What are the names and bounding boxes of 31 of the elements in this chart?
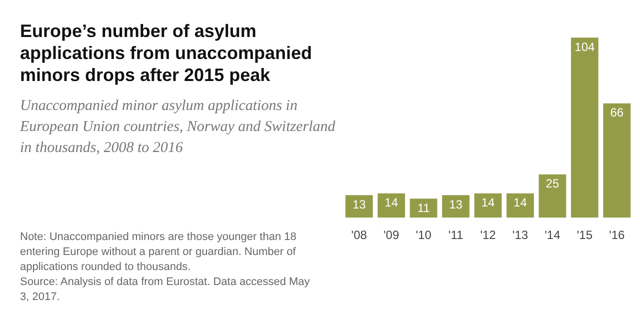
x-tick-label: '09 <box>384 228 400 242</box>
data-label: 66 <box>610 106 624 120</box>
text: Note: Unaccompanied minors are those younger than 18 entering Europe without a parent or guardian. Number of applications rounded to thousands. <box>20 230 298 275</box>
data-label: 14 <box>481 196 495 210</box>
text: Europe’s number of asylum applications from unaccompanied minors drops after 2015 peak <box>20 20 314 86</box>
bar <box>442 195 470 218</box>
x-tick-label: '10 <box>416 228 432 242</box>
data-label: 13 <box>449 197 463 212</box>
bar <box>506 193 534 218</box>
x-tick-label: '12 <box>480 228 496 242</box>
data-label: 13 <box>352 197 366 212</box>
source-note: Source: Analysis of data from Eurostat. Data accessed May 3, 2017. <box>20 275 311 305</box>
bar <box>378 193 406 218</box>
x-tick-label: '14 <box>544 228 561 242</box>
bar <box>345 195 373 218</box>
text: Unaccompanied minor asylum applications in European Union countries, Norway and Switzerland in thousands, 2008 to 2016 <box>20 97 336 158</box>
x-tick-label: '15 <box>576 228 593 242</box>
bar <box>603 103 631 218</box>
data-label: 14 <box>384 196 398 210</box>
x-tick-label: '16 <box>609 228 626 242</box>
bar <box>538 174 566 218</box>
data-label: 11 <box>417 200 430 215</box>
x-tick-label: '13 <box>512 228 528 242</box>
bar <box>410 198 438 218</box>
bar <box>474 193 502 218</box>
x-tick-label: '11 <box>448 228 464 242</box>
data-label: 25 <box>546 176 560 191</box>
bar <box>570 38 598 218</box>
x-tick-label: '08 <box>351 228 368 242</box>
data-label: 14 <box>514 196 528 210</box>
data-label: 104 <box>574 40 595 54</box>
